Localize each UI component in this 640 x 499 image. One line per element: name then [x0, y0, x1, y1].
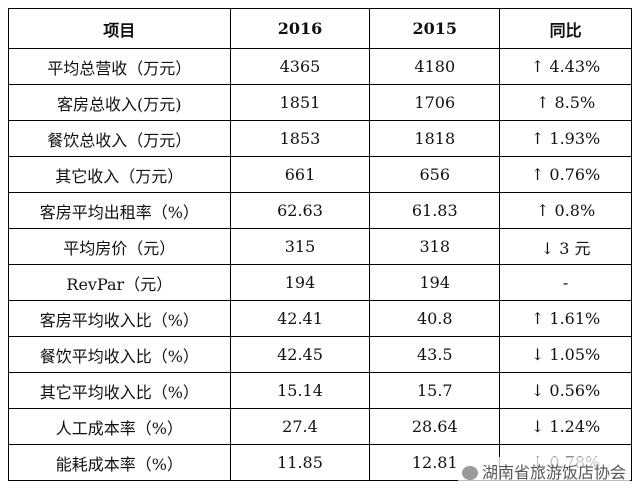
- table-cell: 客房平均收入比（%）: [8, 300, 231, 337]
- table-row: 平均房价（元） 315 318 ↓ 3 元: [8, 228, 632, 265]
- table-cell: ↓ 1.24%: [499, 408, 632, 445]
- table-row: 客房总收入(万元) 1851 1706 ↑ 8.5%: [8, 84, 632, 121]
- watermark-text: 湖南省旅游饭店协会: [481, 463, 626, 482]
- table-cell: 1851: [229, 84, 371, 121]
- table-cell: RevPar（元）: [8, 264, 231, 301]
- table-cell: 315: [229, 228, 371, 265]
- table-cell: 27.4: [229, 408, 371, 445]
- table-cell: 15.7: [369, 372, 501, 409]
- table-row: 餐饮平均收入比（%） 42.45 43.5 ↓ 1.05%: [8, 336, 632, 373]
- table-cell: 4365: [229, 48, 371, 85]
- table-cell: 其它平均收入比（%）: [8, 372, 231, 409]
- table-cell: 1853: [229, 120, 371, 157]
- table-cell: 客房总收入(万元): [8, 84, 231, 121]
- header-cell: 2015: [369, 8, 501, 49]
- table-cell: 28.64: [369, 408, 501, 445]
- table-row: 平均总营收（万元） 4365 4180 ↑ 4.43%: [8, 48, 632, 85]
- table-cell: 餐饮总收入（万元）: [8, 120, 231, 157]
- table-cell: ↑ 4.43%: [499, 48, 632, 85]
- table-row: 客房平均收入比（%） 42.41 40.8 ↑ 1.61%: [8, 300, 632, 337]
- table-cell: 平均房价（元）: [8, 228, 231, 265]
- table-cell: 194: [229, 264, 371, 301]
- table-cell: ↑ 0.8%: [499, 192, 632, 229]
- header-cell: 项目: [8, 8, 231, 49]
- table-cell: 平均总营收（万元）: [8, 48, 231, 85]
- table-cell: 661: [229, 156, 371, 193]
- table-cell: 11.85: [229, 444, 371, 481]
- table-cell: 656: [369, 156, 501, 193]
- header-cell: 2016: [229, 8, 371, 49]
- table-cell: 62.63: [229, 192, 371, 229]
- table-cell: 1706: [369, 84, 501, 121]
- table-cell: ↑ 1.93%: [499, 120, 632, 157]
- table-cell: 客房平均出租率（%）: [8, 192, 231, 229]
- table-cell: ↑ 0.76%: [499, 156, 632, 193]
- table-cell: 40.8: [369, 300, 501, 337]
- table-cell: 43.5: [369, 336, 501, 373]
- table-cell: 61.83: [369, 192, 501, 229]
- header-cell: 同比: [499, 8, 632, 49]
- table-cell: 能耗成本率（%）: [8, 444, 231, 481]
- table-row: 客房平均出租率（%） 62.63 61.83 ↑ 0.8%: [8, 192, 632, 229]
- table-cell: 餐饮平均收入比（%）: [8, 336, 231, 373]
- table-cell: 194: [369, 264, 501, 301]
- table-row: RevPar（元） 194 194-: [8, 264, 632, 301]
- table-row: 餐饮总收入（万元） 1853 1818 ↑ 1.93%: [8, 120, 632, 157]
- table-cell: 318: [369, 228, 501, 265]
- table-cell: ↓ 0.56%: [499, 372, 632, 409]
- table-row: 其它收入（万元） 661 656 ↑ 0.76%: [8, 156, 632, 193]
- table-cell: ↑ 1.61%: [499, 300, 632, 337]
- table-cell: ↓ 1.05%: [499, 336, 632, 373]
- wechat-icon: [461, 466, 478, 480]
- table-row: 其它平均收入比（%） 15.14 15.7 ↓ 0.56%: [8, 372, 632, 409]
- table-body: 平均总营收（万元） 4365 4180 ↑ 4.43% 客房总收入(万元) 1851 170…: [8, 48, 632, 481]
- table-cell: -: [499, 264, 632, 301]
- table-cell: 1818: [369, 120, 501, 157]
- table-row: 人工成本率（%） 27.4 28.64 ↓ 1.24%: [8, 408, 632, 445]
- watermark: 湖南省旅游饭店协会: [457, 457, 630, 485]
- table-cell: 42.45: [229, 336, 371, 373]
- table-cell: ↓ 3 元: [499, 228, 632, 265]
- table-cell: 42.41: [229, 300, 371, 337]
- table-cell: ↑ 8.5%: [499, 84, 632, 121]
- header-row: 项目 2016 2015 同比: [8, 8, 632, 49]
- table-cell: 15.14: [229, 372, 371, 409]
- table-cell: 人工成本率（%）: [8, 408, 231, 445]
- table-cell: 4180: [369, 48, 501, 85]
- data-table: 项目 2016 2015 同比 平均总营收（万元） 4365 4180 ↑ 4.43% 客房总…: [8, 8, 632, 481]
- table-cell: 其它收入（万元）: [8, 156, 231, 193]
